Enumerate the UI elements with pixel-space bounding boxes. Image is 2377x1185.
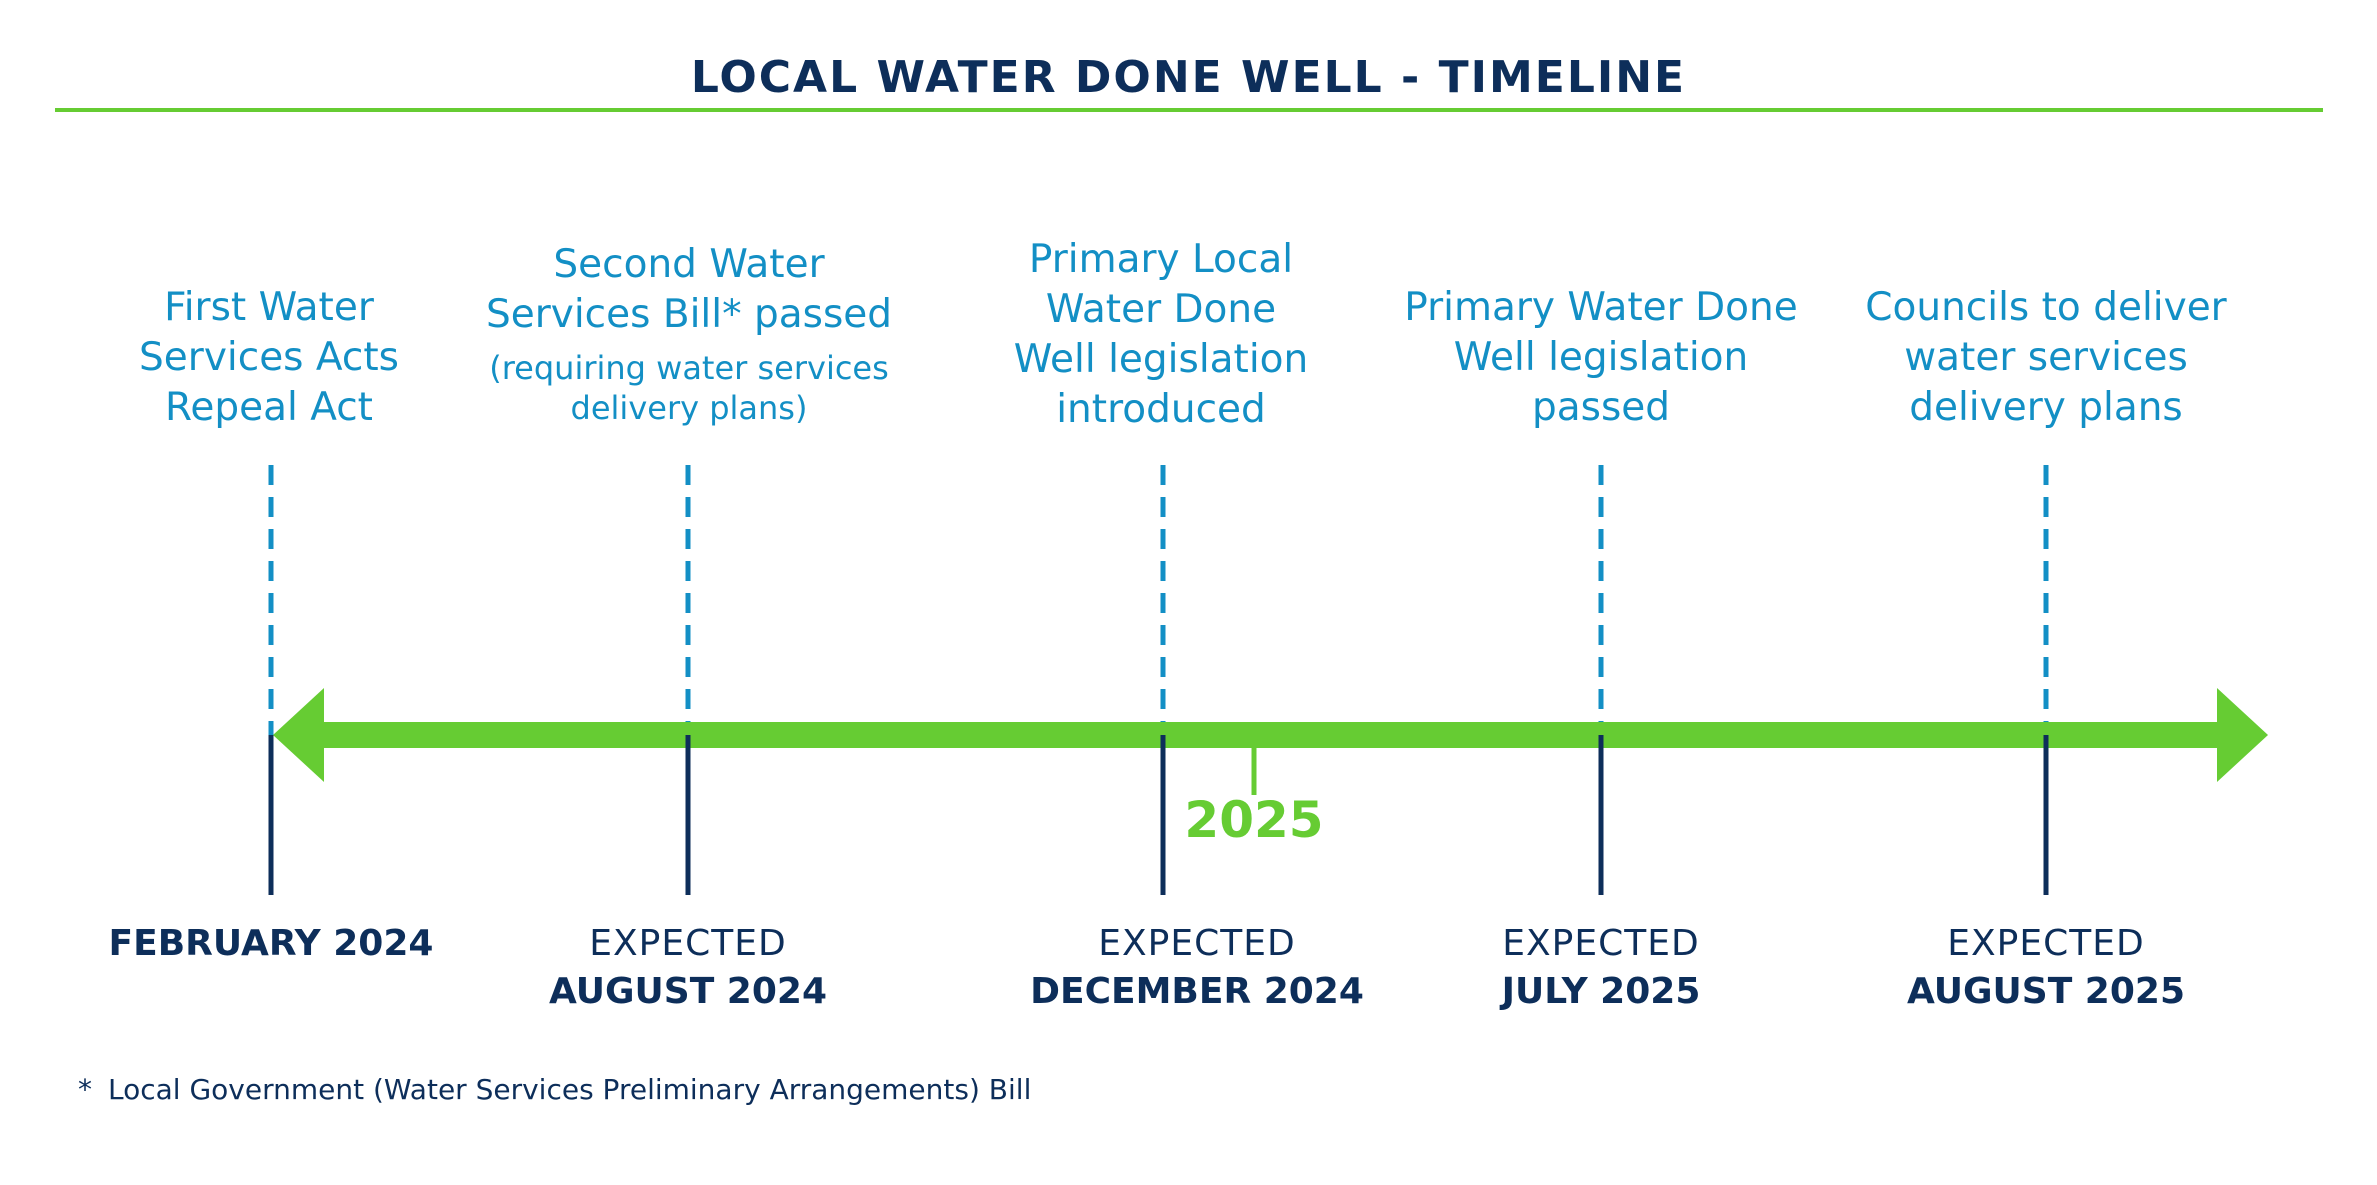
date-expected: EXPECTED	[1502, 923, 1700, 964]
year-marker-label: 2025	[1184, 791, 1324, 849]
event-line: water services	[1904, 335, 2188, 380]
date-label: FEBRUARY 2024	[109, 920, 434, 968]
event-line: Services Bill* passed	[485, 292, 893, 337]
date-label: EXPECTED AUGUST 2024	[549, 920, 827, 1016]
event-label-councils-deliver-plans: Councils to deliver water services deliv…	[1865, 283, 2226, 433]
event-line: Repeal Act	[165, 385, 373, 430]
event-note-line: (requiring water services	[489, 349, 889, 387]
event-label-first-water-services-acts-repeal: First Water Services Acts Repeal Act	[139, 283, 399, 433]
timeline-title: LOCAL WATER DONE WELL - TIMELINE	[690, 52, 1687, 103]
event-line: introduced	[1056, 387, 1266, 432]
event-line: delivery plans	[1909, 385, 2183, 430]
event-line: Primary Water Done	[1404, 285, 1798, 330]
event-line: Primary Local	[1028, 237, 1294, 282]
date-month: AUGUST 2024	[549, 971, 827, 1012]
footnote: * Local Government (Water Services Prelim…	[78, 1072, 1031, 1108]
date-label: EXPECTED JULY 2025	[1502, 920, 1701, 1016]
date-expected: EXPECTED	[1947, 923, 2145, 964]
event-line: Well legislation	[1013, 337, 1309, 382]
event-label-second-water-services-bill: Second Water Services Bill* passed (requ…	[486, 240, 892, 428]
event-line: Services Acts	[139, 335, 399, 380]
event-line: Councils to deliver	[1865, 285, 2227, 330]
event-note: (requiring water services delivery plans…	[486, 348, 892, 428]
footnote-asterisk: *	[78, 1073, 92, 1106]
event-line: Well legislation	[1453, 335, 1749, 380]
timeline-axis-arrow	[273, 688, 2268, 782]
date-month: FEBRUARY 2024	[108, 923, 434, 964]
event-label-primary-legislation-passed: Primary Water Done Well legislation pass…	[1404, 283, 1797, 433]
event-note-line: delivery plans)	[570, 389, 808, 427]
event-line: Water Done	[1045, 287, 1277, 332]
date-month: JULY 2025	[1501, 971, 1701, 1012]
date-expected: EXPECTED	[1098, 923, 1296, 964]
date-month: AUGUST 2025	[1907, 971, 2185, 1012]
title-underline	[55, 108, 2323, 112]
event-line: Second Water	[553, 242, 825, 287]
date-expected: EXPECTED	[589, 923, 787, 964]
event-line: First Water	[164, 285, 374, 330]
event-label-primary-legislation-introduced: Primary Local Water Done Well legislatio…	[1014, 235, 1309, 435]
date-month: DECEMBER 2024	[1030, 971, 1364, 1012]
date-label: EXPECTED DECEMBER 2024	[1030, 920, 1364, 1016]
date-label: EXPECTED AUGUST 2025	[1907, 920, 2185, 1016]
footnote-text: Local Government (Water Services Prelimi…	[108, 1073, 1032, 1106]
event-line: passed	[1531, 385, 1671, 430]
